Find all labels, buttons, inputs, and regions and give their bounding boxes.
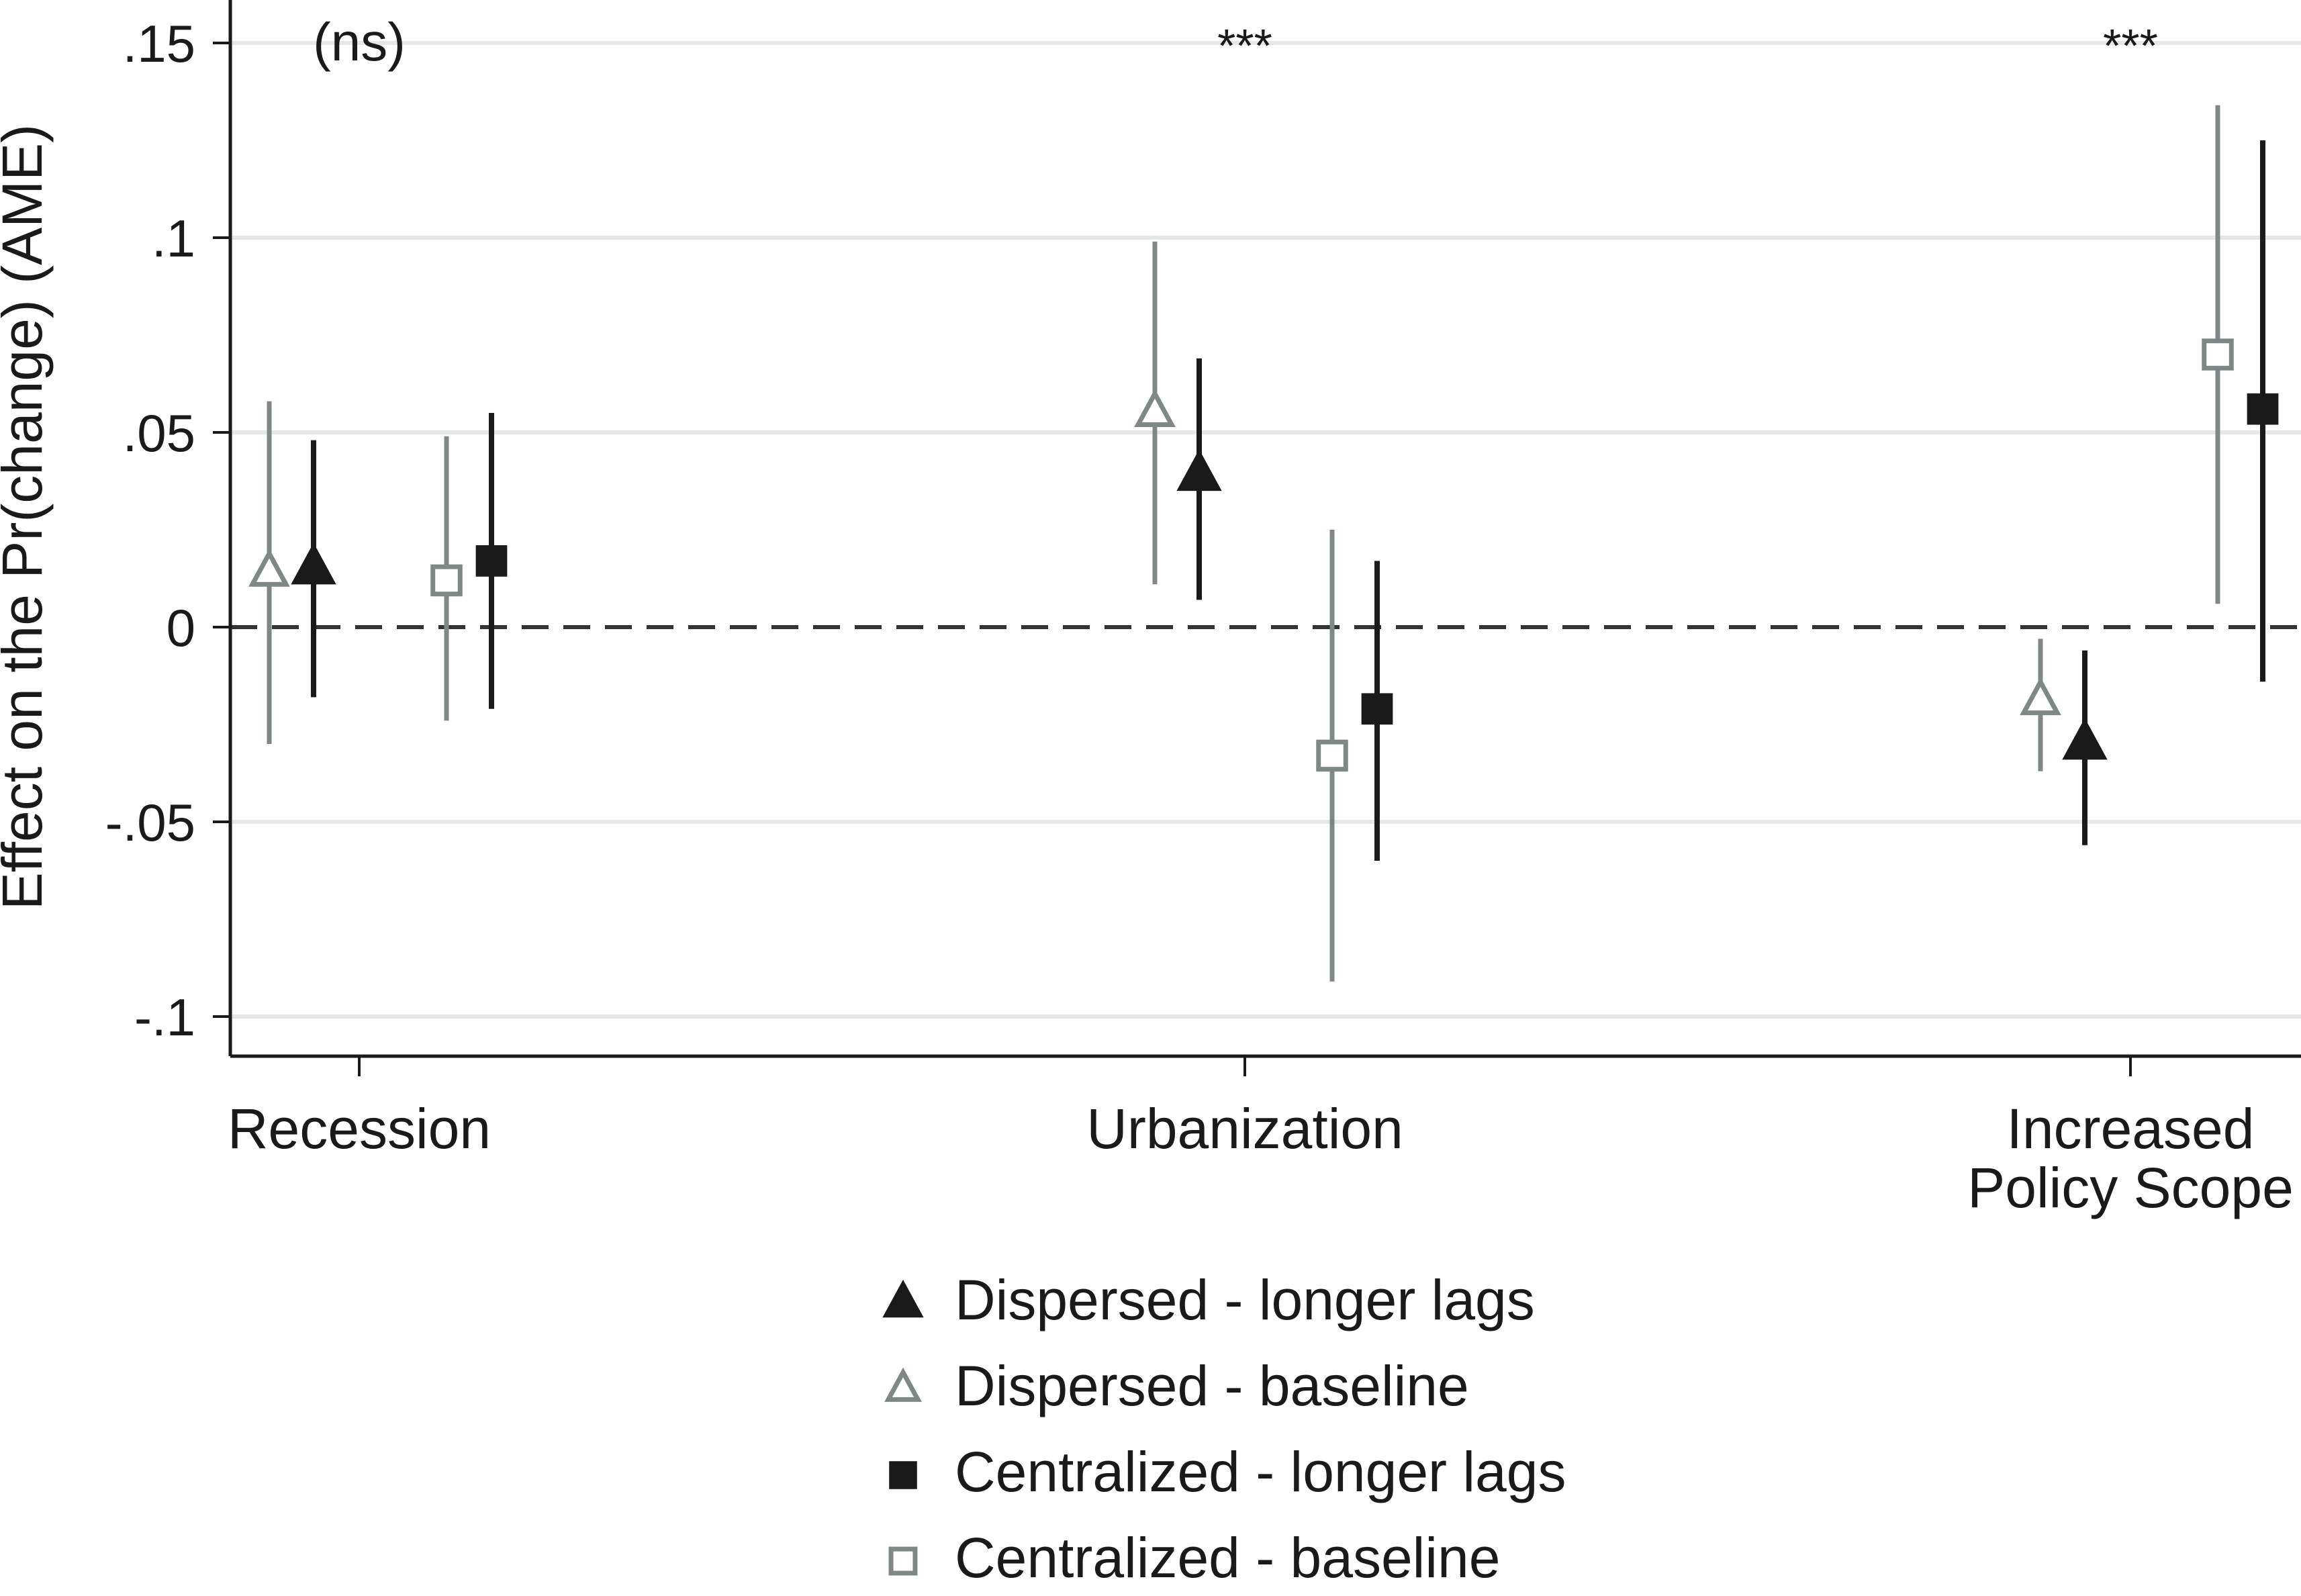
y-axis-label: Effect on the Pr(change) (AME) (0, 124, 54, 910)
series-3 (475, 140, 2279, 861)
legend-marker (882, 1279, 924, 1318)
legend-marker (888, 1546, 918, 1576)
y-tick-label: -.1 (134, 988, 195, 1047)
series-group (248, 105, 2279, 982)
significance-label: *** (1217, 19, 1272, 72)
legend-label: Centralized - baseline (955, 1526, 1500, 1589)
significance-label: (ns) (313, 12, 406, 72)
y-tick-label: .1 (152, 209, 195, 268)
legend-marker (884, 1367, 922, 1402)
series-0 (248, 241, 2061, 771)
significance-annotations: (ns) *** *** (313, 12, 2158, 72)
legend-item: Dispersed - longer lags (882, 1268, 1535, 1331)
point-marker (1361, 693, 1393, 725)
y-tick-label: .05 (123, 404, 195, 463)
axes: -.1 -.05 0 .05 .1 .15 Effect on the Pr(change)… (0, 0, 2301, 1219)
series-2 (430, 105, 2234, 982)
legend-label: Dispersed - baseline (955, 1354, 1469, 1417)
x-tick-label: Urbanization (1086, 1097, 1403, 1160)
y-tick-label: 0 (167, 598, 195, 657)
legend-label: Dispersed - longer lags (955, 1268, 1535, 1331)
point-marker (291, 543, 336, 585)
point-marker (1176, 449, 1222, 491)
point-marker (2020, 677, 2061, 716)
significance-label: *** (2103, 19, 2158, 72)
grid-lines (230, 41, 2301, 1019)
point-marker (2062, 718, 2108, 760)
legend: Dispersed - longer lags Dispersed - basel… (882, 1268, 1566, 1589)
point-marker (2202, 338, 2234, 371)
y-tick-label: .15 (123, 14, 195, 73)
series-1 (291, 358, 2108, 845)
point-marker (248, 548, 290, 587)
legend-marker (889, 1461, 917, 1489)
point-marker (2247, 393, 2279, 425)
y-tick-label: -.05 (105, 793, 195, 852)
legend-item: Centralized - longer lags (889, 1440, 1566, 1503)
point-marker (1134, 389, 1176, 427)
legend-label: Centralized - longer lags (955, 1440, 1566, 1503)
legend-item: Centralized - baseline (888, 1526, 1500, 1589)
legend-item: Dispersed - baseline (884, 1354, 1469, 1417)
point-marker (430, 564, 463, 597)
point-marker (1316, 739, 1348, 772)
x-tick-label: Increased Policy Scope (1967, 1097, 2294, 1219)
x-tick-label: Recession (228, 1097, 491, 1160)
point-marker (475, 545, 508, 577)
